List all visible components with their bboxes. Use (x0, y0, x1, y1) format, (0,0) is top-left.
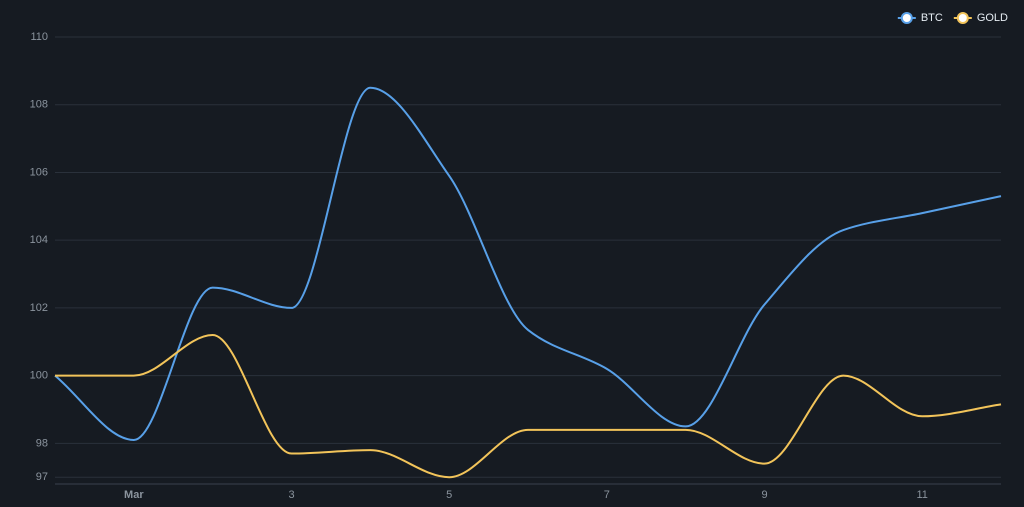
x-tick-label: 9 (761, 489, 767, 501)
line-series (55, 333, 1002, 479)
y-tick-label: 100 (30, 370, 48, 382)
x-tick-label: Mar (124, 489, 144, 501)
y-tick-label: 102 (30, 302, 48, 314)
y-tick-label: 110 (30, 31, 48, 43)
x-tick-label: 3 (288, 489, 294, 501)
y-tick-label: 97 (36, 471, 48, 483)
y-tick-label: 104 (30, 234, 48, 246)
x-tick-label: 11 (916, 489, 927, 501)
legend-label: GOLD (977, 12, 1008, 24)
y-tick-label: 106 (30, 166, 48, 178)
y-tick-label: 98 (36, 437, 48, 449)
legend-marker (900, 12, 913, 24)
y-tick-label: 108 (30, 99, 48, 111)
legend-label: BTC (921, 12, 943, 24)
x-tick-label: 7 (604, 489, 610, 501)
line-series (54, 86, 1002, 441)
legend: GOLD BTC (897, 12, 1008, 24)
x-tick-label: 5 (446, 489, 452, 501)
legend-marker (956, 12, 969, 24)
